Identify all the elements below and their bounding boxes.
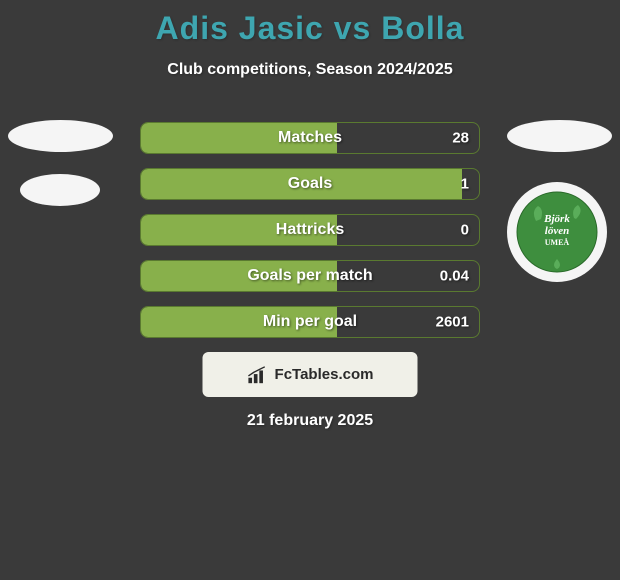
stat-value: 0 xyxy=(461,222,469,239)
subtitle: Club competitions, Season 2024/2025 xyxy=(0,61,620,79)
stat-label: Hattricks xyxy=(276,221,344,239)
date-label: 21 february 2025 xyxy=(247,412,373,430)
stat-value: 28 xyxy=(452,130,469,147)
stat-row: Hattricks 0 xyxy=(140,214,480,246)
player1-badge-icon xyxy=(8,120,113,152)
chart-icon xyxy=(247,365,269,385)
left-badges xyxy=(8,120,113,228)
player1-club-icon xyxy=(20,174,100,206)
stat-label: Min per goal xyxy=(263,313,357,331)
stat-label: Goals xyxy=(288,175,332,193)
stat-row: Min per goal 2601 xyxy=(140,306,480,338)
stat-row: Goals 1 xyxy=(140,168,480,200)
stat-label: Goals per match xyxy=(247,267,372,285)
page-container: Adis Jasic vs Bolla Club competitions, S… xyxy=(0,0,620,580)
club-logo-icon: Björk löven UMEÅ xyxy=(516,191,598,273)
club-city: UMEÅ xyxy=(516,239,598,248)
stat-value: 2601 xyxy=(436,314,469,331)
club-name-line1: Björk xyxy=(516,213,598,225)
watermark: FcTables.com xyxy=(203,352,418,397)
player2-badge-icon xyxy=(507,120,612,152)
watermark-text: FcTables.com xyxy=(275,366,374,383)
stat-value: 0.04 xyxy=(440,268,469,285)
page-title: Adis Jasic vs Bolla xyxy=(0,0,620,47)
stat-label: Matches xyxy=(278,129,342,147)
club-name-line2: löven xyxy=(516,225,598,237)
stats-panel: Matches 28 Goals 1 Hattricks 0 Goals per match… xyxy=(140,122,480,352)
stat-row: Goals per match 0.04 xyxy=(140,260,480,292)
player2-club-badge: Björk löven UMEÅ xyxy=(507,182,607,282)
stat-value: 1 xyxy=(461,176,469,193)
stat-row: Matches 28 xyxy=(140,122,480,154)
right-badges: Björk löven UMEÅ xyxy=(507,120,612,282)
